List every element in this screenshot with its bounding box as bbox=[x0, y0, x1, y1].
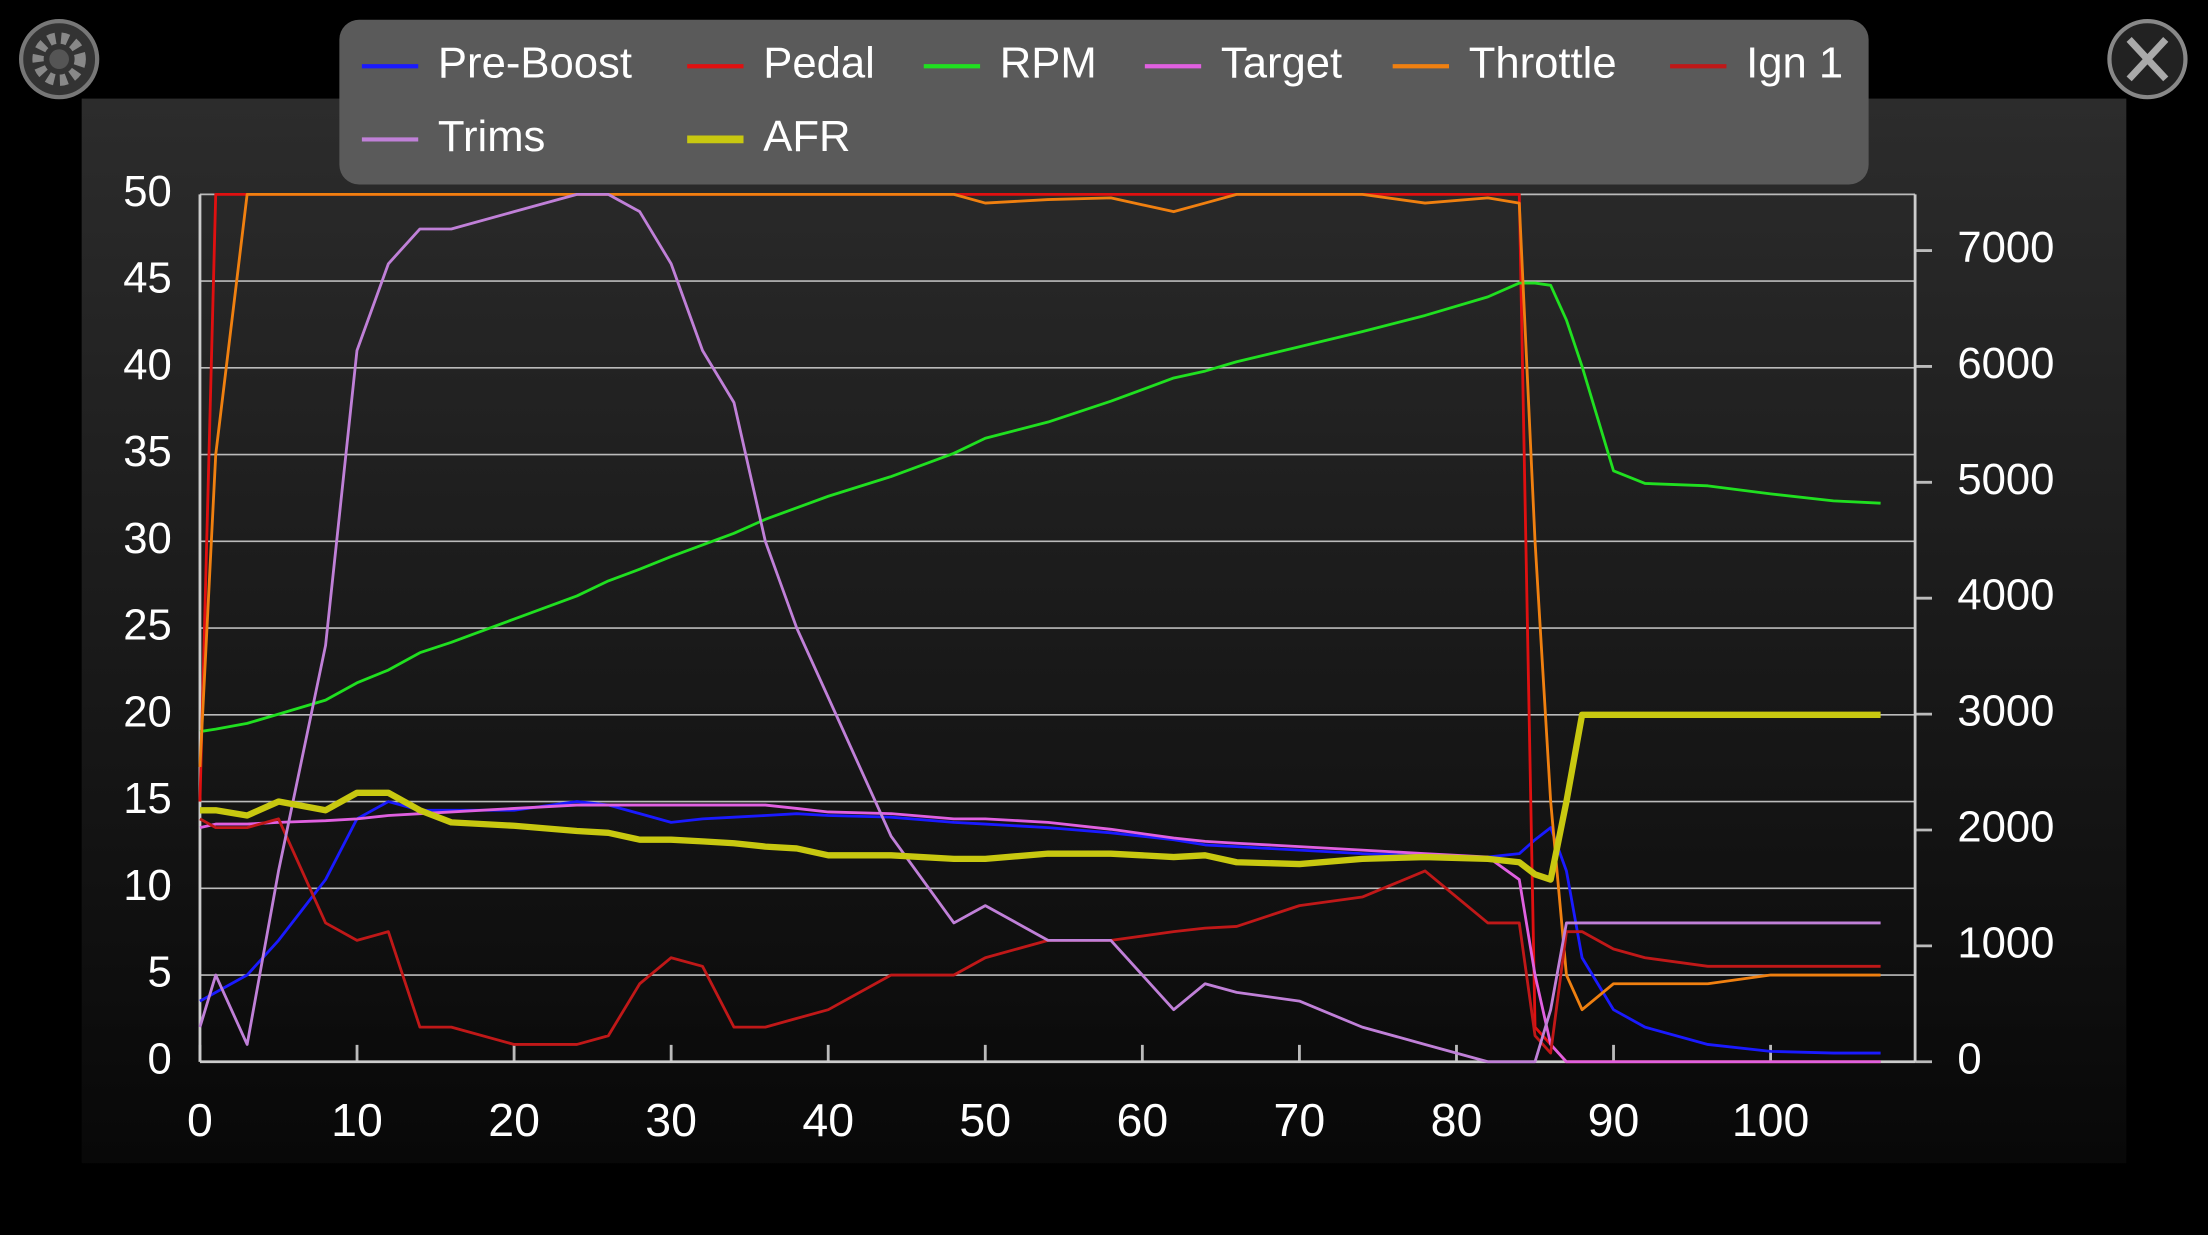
legend-label: Ign 1 bbox=[1746, 39, 1843, 88]
legend-label: Pre-Boost bbox=[438, 39, 632, 88]
series-line bbox=[199, 803, 1881, 1064]
legend-label: RPM bbox=[1000, 39, 1097, 88]
x-tick-label: 0 bbox=[187, 1094, 213, 1146]
x-tick-label: 80 bbox=[1431, 1094, 1483, 1146]
series-line bbox=[199, 281, 1881, 733]
x-tick-label: 50 bbox=[959, 1094, 1011, 1146]
x-tick-label: 90 bbox=[1588, 1094, 1640, 1146]
y-tick-label: 5 bbox=[148, 948, 172, 997]
series-line bbox=[198, 192, 1881, 1064]
legend-label: Trims bbox=[438, 112, 545, 161]
settings-button[interactable] bbox=[19, 19, 100, 100]
y-tick-label: 40 bbox=[123, 340, 172, 389]
y-tick-label: 35 bbox=[123, 427, 172, 476]
y2-tick-label: 4000 bbox=[1957, 571, 2054, 620]
legend-label: AFR bbox=[763, 112, 850, 161]
series-line bbox=[199, 711, 1881, 883]
close-button[interactable] bbox=[2107, 19, 2188, 100]
y-tick-label: 45 bbox=[123, 254, 172, 303]
legend-label: Target bbox=[1221, 39, 1342, 88]
x-tick-label: 30 bbox=[645, 1094, 697, 1146]
series-line bbox=[198, 192, 1881, 1012]
y-tick-label: 15 bbox=[123, 774, 172, 823]
y-tick-label: 10 bbox=[123, 861, 172, 910]
y-tick-label: 50 bbox=[123, 167, 172, 216]
y-tick-label: 30 bbox=[123, 514, 172, 563]
x-tick-label: 100 bbox=[1732, 1094, 1810, 1146]
x-tick-label: 70 bbox=[1274, 1094, 1326, 1146]
legend-label: Pedal bbox=[763, 39, 875, 88]
x-tick-label: 40 bbox=[802, 1094, 854, 1146]
x-tick-label: 20 bbox=[488, 1094, 540, 1146]
y2-tick-label: 0 bbox=[1957, 1034, 1981, 1083]
y2-tick-label: 1000 bbox=[1957, 918, 2054, 967]
y-tick-label: 0 bbox=[148, 1034, 172, 1083]
y2-tick-label: 2000 bbox=[1957, 803, 2054, 852]
x-tick-label: 10 bbox=[331, 1094, 383, 1146]
legend-label: Throttle bbox=[1469, 39, 1617, 88]
y2-tick-label: 6000 bbox=[1957, 339, 2054, 388]
y2-tick-label: 5000 bbox=[1957, 455, 2054, 504]
y-tick-label: 20 bbox=[123, 687, 172, 736]
y2-tick-label: 3000 bbox=[1957, 687, 2054, 736]
y2-tick-label: 7000 bbox=[1957, 223, 2054, 272]
series-line bbox=[199, 817, 1881, 1055]
x-tick-label: 60 bbox=[1117, 1094, 1169, 1146]
chart-panel bbox=[81, 98, 2127, 1164]
y-tick-label: 25 bbox=[123, 601, 172, 650]
